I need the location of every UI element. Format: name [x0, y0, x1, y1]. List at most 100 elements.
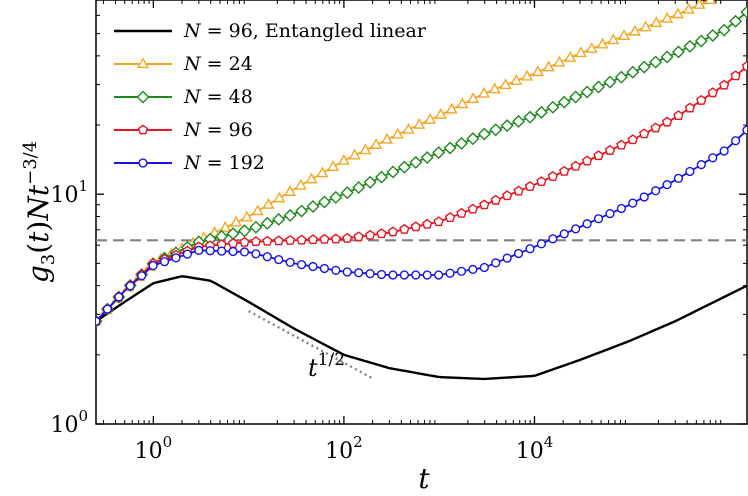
series-marker: [391, 127, 404, 139]
series-marker: [525, 244, 535, 254]
series-marker: [650, 122, 661, 133]
series-marker: [456, 266, 467, 276]
series-marker: [614, 70, 628, 84]
series-marker: [342, 232, 353, 243]
legend-marker: [137, 124, 149, 135]
series-marker: [491, 258, 501, 268]
series-marker: [250, 236, 262, 247]
series-marker: [521, 69, 534, 81]
series-marker: [380, 132, 393, 144]
series-marker: [490, 194, 501, 205]
series-marker: [137, 271, 147, 281]
series-marker: [434, 107, 447, 119]
series-marker: [424, 112, 437, 124]
series-marker: [580, 85, 594, 99]
series-marker: [685, 166, 695, 177]
series-marker: [296, 234, 307, 245]
series-marker: [662, 180, 672, 190]
legend-label: N = 192: [183, 152, 265, 174]
series-marker: [422, 270, 432, 280]
series-marker: [194, 245, 204, 255]
legend-label: N = 96: [183, 119, 253, 141]
series-marker: [616, 203, 626, 214]
series-marker: [308, 261, 318, 272]
x-tick-label: 100: [135, 433, 173, 464]
series-marker: [306, 199, 320, 214]
series-marker: [205, 246, 215, 256]
series-marker: [706, 29, 720, 43]
series-marker: [317, 195, 331, 209]
series-marker: [548, 234, 558, 244]
series-marker: [637, 60, 651, 74]
series-marker: [592, 80, 606, 94]
y-axis-ticks: 100 101: [50, 177, 747, 438]
series-marker: [240, 210, 253, 222]
series-marker: [605, 208, 615, 219]
series-marker: [627, 134, 638, 145]
series-marker: [411, 270, 421, 280]
series-marker: [305, 172, 318, 184]
series-marker: [536, 176, 547, 186]
series-marker: [148, 261, 158, 271]
series-marker: [704, 0, 717, 5]
series-marker: [559, 229, 569, 239]
series-marker: [454, 136, 468, 150]
series-marker: [159, 257, 170, 267]
series-marker: [596, 37, 609, 49]
series-marker: [208, 226, 221, 237]
series-marker: [402, 122, 415, 134]
series-marker: [626, 65, 640, 79]
legend-item-4: N = 192: [114, 152, 265, 174]
series-marker: [649, 55, 663, 69]
series-marker: [466, 132, 480, 146]
x-axis-label: t: [418, 462, 430, 495]
series-marker: [102, 304, 113, 314]
series-marker: [639, 192, 649, 202]
series-marker: [445, 102, 458, 114]
x-tick-label: 104: [516, 433, 554, 464]
series-marker: [607, 33, 620, 45]
series-marker: [182, 249, 192, 259]
series-marker: [569, 90, 583, 104]
series-marker: [546, 100, 560, 114]
series-marker: [512, 114, 526, 128]
y-tick-label: 101: [50, 177, 88, 208]
x-axis-ticks: 100 102 104: [135, 0, 554, 464]
series-marker: [370, 138, 383, 149]
series-marker: [420, 150, 434, 165]
series-marker: [399, 270, 409, 280]
slope-annotation: t1/2: [248, 310, 374, 382]
series-marker: [639, 128, 650, 139]
series-marker: [456, 207, 467, 218]
series-marker: [251, 204, 264, 216]
series-marker: [262, 252, 272, 262]
series-0: [96, 275, 747, 381]
series-marker: [603, 75, 617, 89]
series-marker: [283, 208, 297, 222]
series-marker: [671, 45, 685, 59]
series-marker: [585, 41, 598, 53]
series-marker: [260, 216, 274, 230]
series-marker: [593, 214, 604, 224]
x-tick-label: 102: [325, 433, 363, 464]
series-marker: [296, 260, 307, 270]
series-marker: [651, 186, 661, 196]
series-marker: [249, 220, 263, 234]
slope-label: t1/2: [308, 350, 345, 382]
series-marker: [348, 148, 361, 160]
series-marker: [359, 143, 372, 155]
legend-item-3: N = 96: [114, 119, 253, 141]
series-marker: [239, 247, 250, 257]
series-marker: [284, 234, 296, 245]
series-marker: [386, 165, 400, 179]
series-marker: [719, 146, 729, 156]
legend-marker: [136, 57, 150, 69]
series-marker: [564, 50, 577, 62]
series-marker: [274, 254, 284, 265]
series-marker: [319, 263, 330, 274]
series-marker: [251, 249, 261, 259]
series-marker: [171, 253, 181, 263]
series-marker: [376, 228, 387, 239]
series-marker: [730, 136, 741, 146]
